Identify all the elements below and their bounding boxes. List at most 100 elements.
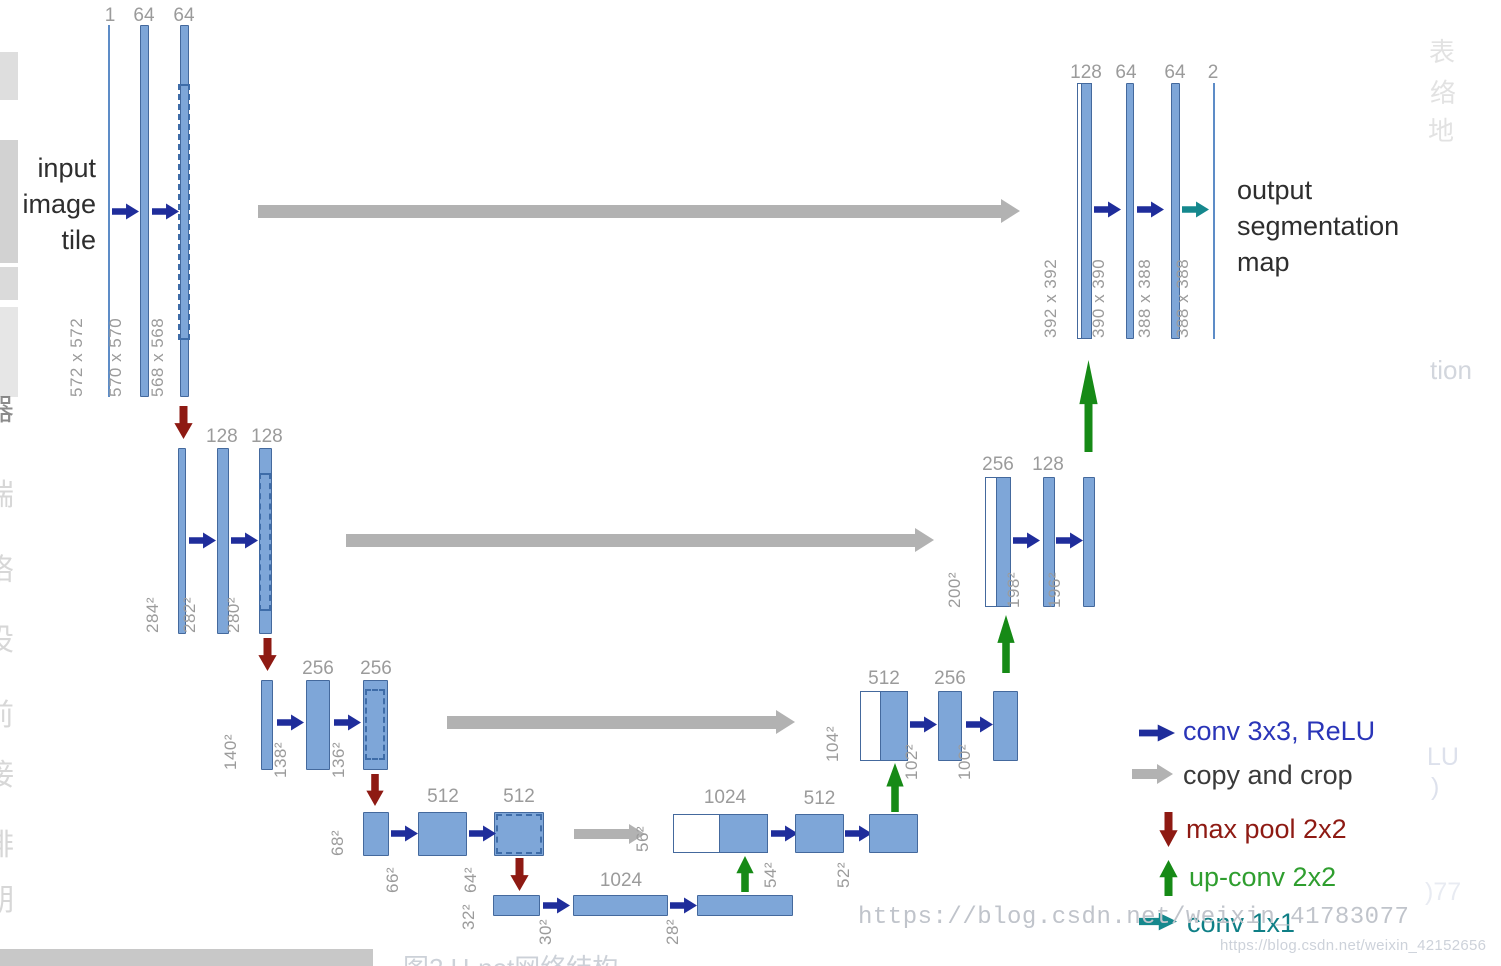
concat-feature-map-box	[860, 691, 908, 761]
left-edge-text-fragment: 络	[0, 545, 14, 589]
dimension-label: 66²	[383, 866, 402, 893]
conv-arrow-icon	[152, 203, 179, 220]
feature-map-bar	[993, 691, 1018, 761]
dimension-label: 198²	[1004, 571, 1023, 608]
concat-feature-map-box	[673, 814, 768, 853]
ghost-text-fragment: LU	[1427, 743, 1459, 771]
left-edge-text-fragment: 期	[0, 875, 14, 919]
dimension-label: 284²	[143, 596, 162, 633]
dimension-label: 56²	[633, 825, 652, 852]
conv-arrow-icon	[771, 825, 798, 842]
feature-map-bar	[306, 680, 330, 770]
conv-arrow-icon	[189, 532, 216, 549]
dimension-label: 102²	[902, 743, 921, 780]
left-edge-text-fragment: 端	[0, 470, 14, 514]
feature-map-bar	[938, 691, 962, 761]
dimension-label: 136²	[329, 741, 348, 778]
channel-label: 64	[133, 5, 155, 26]
feature-map-bar	[418, 812, 467, 856]
conv-arrow-icon	[391, 825, 418, 842]
copy-crop-arrow-icon	[447, 710, 795, 734]
channel-label: 512	[803, 788, 836, 809]
feature-map-bar	[1171, 83, 1180, 339]
channel-label: 512	[503, 786, 535, 807]
feature-map-bar	[178, 448, 186, 634]
right-edge-text-fragment: 表	[1429, 37, 1456, 67]
up-conv-arrow-icon	[1079, 360, 1098, 452]
crop-region-outline	[365, 689, 385, 760]
dimension-label: 570 x 570	[106, 317, 125, 397]
crop-region-outline	[259, 473, 271, 611]
right-edge-text-fragment: 地	[1428, 116, 1455, 146]
feature-map-bar	[1126, 83, 1134, 339]
right-edge-text-fragment: 络	[1430, 78, 1457, 108]
max-pool-arrow-icon	[258, 638, 277, 671]
legend-maxpool-label: max pool 2x2	[1186, 814, 1347, 844]
dimension-label: 28²	[663, 918, 682, 945]
channel-label: 128	[251, 426, 283, 447]
channel-label: 64	[1115, 62, 1137, 83]
conv-arrow-icon	[910, 716, 937, 733]
dimension-label: 54²	[761, 861, 780, 888]
copy-crop-arrow-icon	[258, 199, 1020, 223]
dimension-label: 282²	[180, 596, 199, 633]
conv-arrow-icon	[845, 825, 872, 842]
max-pool-arrow-icon	[1159, 812, 1178, 847]
channel-label: 1	[104, 5, 116, 26]
conv-arrow-icon	[231, 532, 258, 549]
conv-arrow-icon	[966, 716, 993, 733]
legend-copy-crop-label: copy and crop	[1183, 760, 1353, 790]
ghost-text-fragment: )	[1431, 773, 1440, 801]
channel-label: 256	[982, 454, 1014, 475]
dimension-label: 52²	[834, 861, 853, 888]
max-pool-arrow-icon	[510, 858, 529, 891]
channel-label: 2	[1207, 62, 1219, 83]
dimension-label: 392 x 392	[1041, 258, 1060, 338]
dimension-label: 568 x 568	[148, 317, 167, 397]
dimension-label: 100²	[955, 743, 974, 780]
left-edge-texture	[0, 267, 18, 300]
max-pool-arrow-icon	[366, 774, 384, 806]
watermark-url: https://blog.csdn.net/weixin_41783077	[858, 904, 1410, 931]
input-image-tile-label: input image tile	[22, 153, 96, 255]
ghost-text-fragment: tion	[1430, 355, 1472, 385]
dimension-label: 572 x 572	[67, 317, 86, 397]
channel-label: 1024	[703, 787, 747, 808]
crop-region-outline	[178, 84, 190, 340]
concat-feature-map-box	[1077, 83, 1092, 339]
conv-arrow-icon	[543, 897, 570, 914]
ghost-text-fragment: )77	[1425, 878, 1462, 906]
left-edge-texture	[0, 140, 18, 263]
left-edge-text-fragment: 设	[0, 615, 14, 659]
conv-arrow-icon	[1056, 532, 1083, 549]
dimension-label: 388 x 388	[1135, 258, 1154, 338]
legend-upconv-label: up-conv 2x2	[1189, 862, 1337, 892]
up-conv-arrow-icon	[997, 615, 1015, 673]
up-conv-arrow-icon	[1159, 860, 1178, 896]
max-pool-arrow-icon	[174, 406, 193, 439]
dimension-label: 138²	[271, 741, 290, 778]
channel-label: 64	[173, 5, 195, 26]
channel-label: 128	[1032, 454, 1064, 475]
copy-crop-arrow-icon	[346, 528, 934, 552]
bottom-scrollbar[interactable]	[0, 949, 373, 966]
feature-map-bar	[493, 895, 540, 916]
channel-label: 256	[360, 658, 392, 679]
crop-region-outline	[496, 814, 542, 854]
dimension-label: 104²	[823, 725, 842, 762]
copy-crop-arrow-icon	[1132, 764, 1173, 784]
conv-arrow-icon	[670, 897, 697, 914]
dimension-label: 280²	[224, 596, 243, 633]
dimension-label: 388 x 388	[1173, 258, 1192, 338]
conv-arrow-icon	[334, 714, 361, 731]
legend-conv3x3-label: conv 3x3, ReLU	[1183, 716, 1376, 746]
feature-map-bar	[1213, 83, 1215, 339]
channel-label: 512	[427, 786, 459, 807]
conv-arrow-icon	[469, 825, 496, 842]
channel-label: 256	[934, 668, 966, 689]
left-edge-text-fragment: 前	[0, 690, 14, 734]
dimension-label: 32²	[459, 903, 478, 930]
feature-map-bar	[573, 895, 668, 916]
left-edge-text-fragment: 排	[0, 820, 14, 864]
